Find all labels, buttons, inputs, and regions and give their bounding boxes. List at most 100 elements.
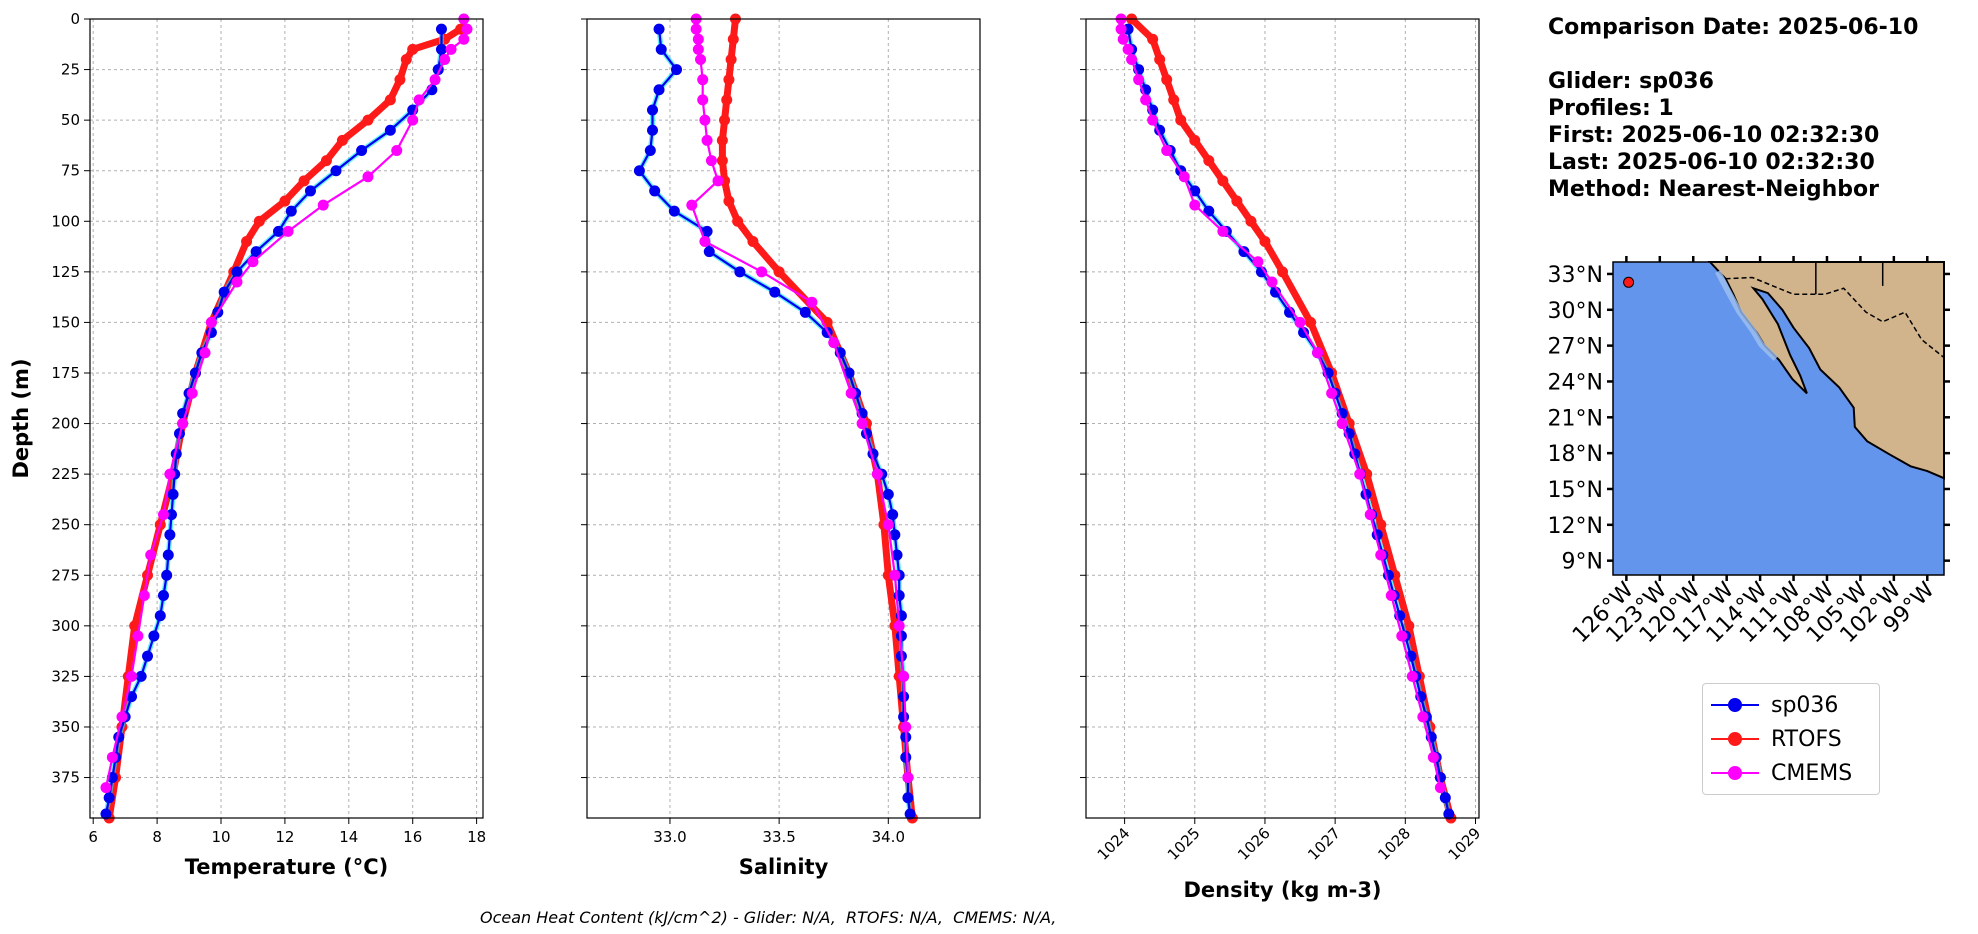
data-point-rtofs (336, 134, 348, 146)
data-point-cmems (701, 134, 713, 146)
y-tick-label: 50 (61, 111, 80, 129)
data-point-rtofs (1203, 155, 1215, 167)
location-map: 33°N30°N27°N24°N21°N18°N15°N12°N9°N126°W… (1548, 256, 1950, 648)
method-text: Method: Nearest-Neighbor (1548, 177, 1879, 202)
data-point-cmems (902, 772, 914, 784)
x-tick-label: 10 (211, 828, 230, 846)
data-point-cmems (1178, 171, 1190, 183)
panel-frame (89, 18, 484, 819)
data-point-sp036 (1203, 205, 1215, 217)
map-lat-label: 21°N (1548, 406, 1603, 431)
data-point-sp036 (769, 286, 781, 298)
data-point-cmems (1147, 114, 1159, 126)
data-point-cmems (882, 519, 894, 531)
data-point-rtofs (1245, 215, 1257, 227)
data-point-cmems (871, 468, 883, 480)
data-point-sp036 (649, 185, 661, 197)
data-point-rtofs (1305, 316, 1317, 328)
x-tick-label: 6 (88, 828, 98, 846)
map-border-line (1725, 276, 1945, 359)
profile-panel-3: 1024 1025 1026 1027 1028 1029 Density (kg m-3) (1080, 13, 1484, 902)
last-text: Last: 2025-06-10 02:32:30 (1548, 150, 1875, 175)
data-point-cmems (690, 23, 702, 35)
data-point-sp036 (887, 509, 899, 521)
data-point-sp036 (330, 165, 342, 177)
map-lat-label: 15°N (1548, 478, 1603, 503)
data-point-sp036 (734, 266, 746, 278)
data-point-sp036 (218, 286, 230, 298)
data-point-rtofs (129, 620, 141, 632)
data-point-rtofs (1375, 519, 1387, 531)
legend-label-sp036: sp036 (1771, 692, 1839, 718)
glider-text: Glider: sp036 (1548, 69, 1714, 94)
data-point-cmems (362, 171, 374, 183)
series-line-sp036 (104, 29, 443, 815)
map-lat-label: 30°N (1548, 299, 1603, 324)
legend-swatch-rtofs (1709, 729, 1761, 749)
map-lat-label: 18°N (1548, 442, 1603, 467)
data-point-cmems (205, 316, 217, 328)
panel-frame (586, 18, 981, 819)
data-point-rtofs (773, 266, 785, 278)
data-point-cmems (1434, 782, 1446, 794)
data-point-sp036 (154, 610, 166, 622)
y-tick-label: 225 (51, 465, 80, 483)
data-point-sp036 (285, 205, 297, 217)
data-point-sp036 (135, 670, 147, 682)
data-point-cmems (1140, 94, 1152, 106)
data-point-sp036 (148, 630, 160, 642)
data-point-rtofs (727, 33, 739, 45)
data-point-cmems (439, 53, 451, 65)
data-point-cmems (157, 509, 169, 521)
data-point-rtofs (1259, 236, 1271, 248)
data-point-sp036 (100, 808, 112, 820)
legend-swatch-cmems (1709, 763, 1761, 783)
data-point-sp036 (799, 306, 811, 318)
data-point-rtofs (747, 236, 759, 248)
x-tick-label: 33.0 (653, 828, 686, 846)
data-point-cmems (695, 53, 707, 65)
data-point-cmems (413, 94, 425, 106)
map-shelf (1715, 270, 1778, 361)
map-lat-label: 27°N (1548, 335, 1603, 360)
data-point-cmems (1122, 43, 1134, 55)
legend-label-rtofs: RTOFS (1771, 726, 1842, 752)
x-tick-label: 1028 (1374, 824, 1414, 864)
data-point-cmems (1354, 468, 1366, 480)
series-line-sp036 (1127, 28, 1450, 815)
x-tick-label: 34.0 (872, 828, 905, 846)
glider-location-marker (1623, 276, 1635, 288)
data-point-sp036 (900, 751, 912, 763)
x-axis-label: Salinity (739, 855, 829, 879)
data-point-cmems (697, 94, 709, 106)
data-point-cmems (1189, 199, 1201, 211)
data-point-sp036 (304, 185, 316, 197)
data-point-rtofs (279, 195, 291, 207)
data-point-cmems (106, 751, 118, 763)
data-point-rtofs (1231, 195, 1243, 207)
data-point-cmems (461, 23, 473, 35)
data-point-sp036 (889, 529, 901, 541)
legend-label-cmems: CMEMS (1771, 760, 1853, 786)
data-point-sp036 (1238, 246, 1250, 258)
data-point-rtofs (716, 155, 728, 167)
data-point-sp036 (891, 549, 903, 561)
data-point-cmems (145, 549, 157, 561)
data-point-cmems (699, 236, 711, 248)
data-point-cmems (692, 43, 704, 55)
data-point-cmems (126, 670, 138, 682)
data-point-cmems (317, 199, 329, 211)
data-point-cmems (445, 43, 457, 55)
data-point-rtofs (1277, 266, 1288, 278)
data-point-rtofs (1175, 114, 1187, 126)
y-tick-label: 325 (51, 667, 80, 685)
data-point-cmems (900, 721, 912, 733)
data-point-cmems (1133, 74, 1145, 86)
data-point-sp036 (165, 509, 177, 521)
data-point-rtofs (298, 175, 310, 187)
data-point-sp036 (701, 225, 713, 237)
data-point-cmems (247, 256, 259, 268)
data-point-sp036 (103, 792, 115, 804)
x-axis-label: Density (kg m-3) (1183, 878, 1381, 902)
data-point-cmems (1417, 711, 1429, 723)
